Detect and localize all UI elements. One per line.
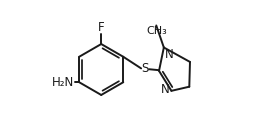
- Text: F: F: [98, 21, 104, 34]
- Text: N: N: [165, 48, 174, 61]
- Text: H₂N: H₂N: [52, 76, 74, 89]
- Text: S: S: [141, 62, 149, 75]
- Text: N: N: [161, 83, 169, 96]
- Text: CH₃: CH₃: [146, 26, 167, 36]
